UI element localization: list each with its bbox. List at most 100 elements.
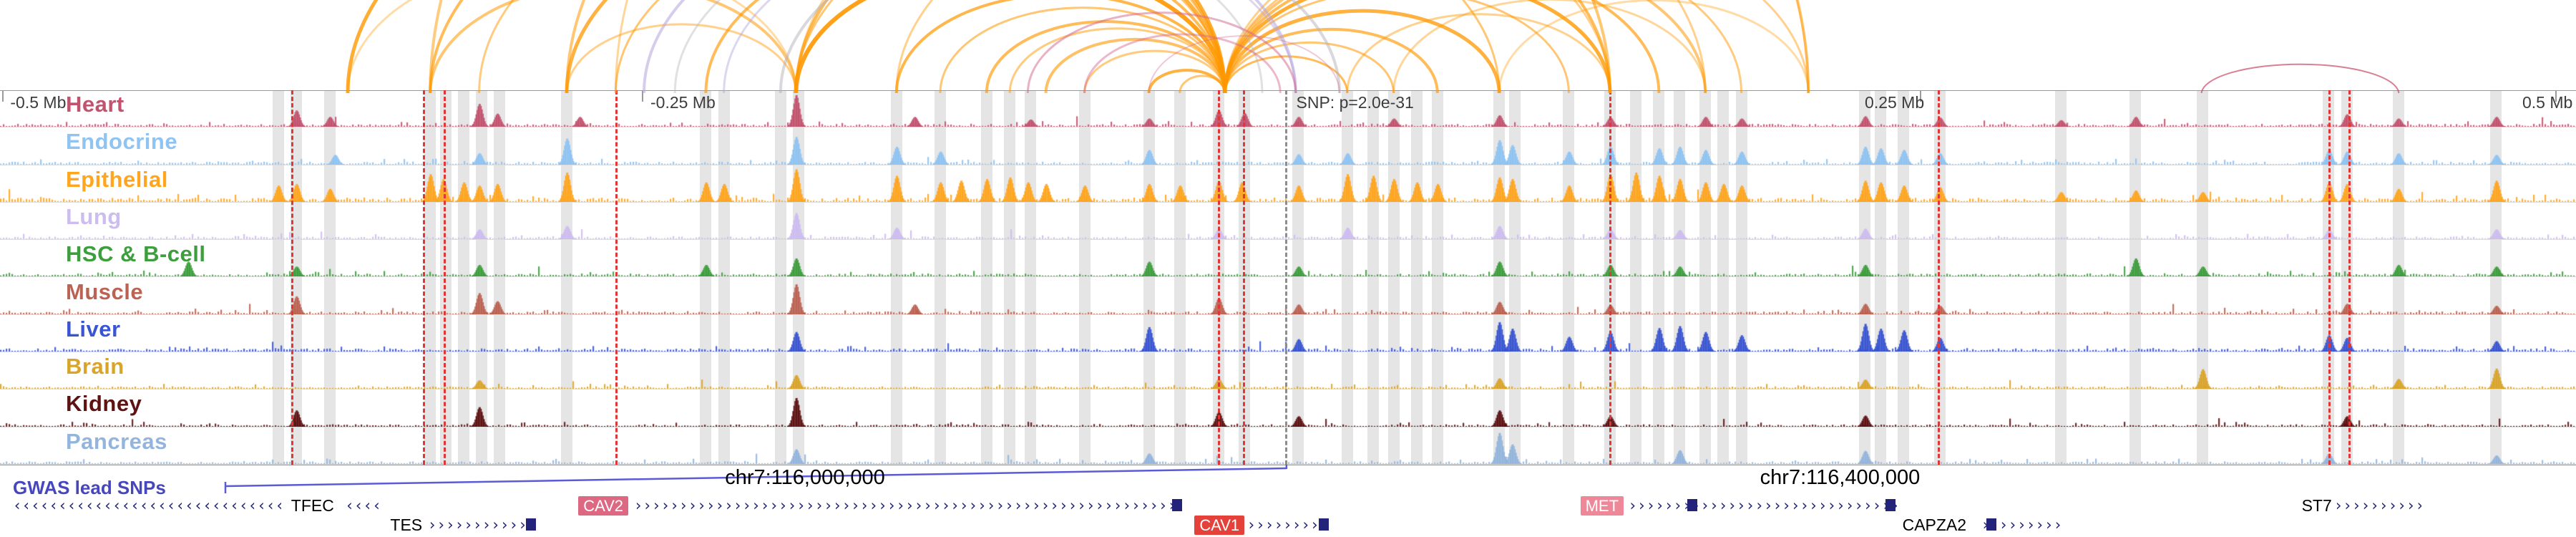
gene-label-capza2[interactable]: CAPZA2 [1902, 516, 1967, 534]
track-label[interactable]: Brain [66, 354, 125, 379]
gene-label-met[interactable]: MET [1580, 496, 1624, 516]
interaction-arc[interactable] [673, 0, 1264, 93]
interaction-arc[interactable] [614, 0, 1226, 93]
interaction-arc[interactable] [779, 0, 1341, 93]
gene-label-tfec[interactable]: TFEC [291, 496, 334, 515]
interaction-arc[interactable] [565, 0, 1227, 93]
interaction-arc[interactable] [1148, 35, 1340, 93]
track-signal-canvas[interactable] [0, 90, 2576, 127]
track-row-epithelial: Epithelial [0, 165, 2576, 203]
interaction-arc[interactable] [565, 23, 797, 93]
track-label[interactable]: Muscle [66, 279, 144, 304]
ruler-tick [1920, 90, 1922, 102]
gene-strand-line-cav2: ››››››››››››››››››››››››››››››››››››››››… [633, 497, 1178, 514]
interaction-arc[interactable] [1026, 11, 1297, 93]
track-label[interactable]: Kidney [66, 391, 142, 417]
interaction-arc[interactable] [1083, 49, 1226, 93]
interaction-arc[interactable] [1083, 33, 1282, 93]
interaction-arc[interactable] [985, 20, 1226, 93]
region-boundary-line [2328, 90, 2331, 465]
track-signal-canvas[interactable] [0, 352, 2576, 390]
interaction-arc[interactable] [704, 0, 1226, 93]
coordinate-label: chr7:116,400,000 [1760, 466, 1921, 489]
gene-exon [1319, 518, 1330, 531]
track-signal-canvas[interactable] [0, 127, 2576, 165]
gene-exon [1172, 499, 1183, 511]
interaction-arc[interactable] [1224, 55, 1349, 93]
track-signal-canvas[interactable] [0, 203, 2576, 240]
gene-strand-line-tfec: ‹‹‹‹‹‹‹‹‹‹‹‹‹‹‹‹‹‹‹‹‹‹‹‹‹‹‹‹‹‹‹‹‹ [13, 497, 286, 514]
interaction-arc[interactable] [1498, 0, 1810, 93]
interaction-arcs-panel[interactable] [0, 0, 2576, 93]
track-signal-canvas[interactable] [0, 390, 2576, 427]
interaction-arc[interactable] [429, 0, 1226, 93]
track-row-lung: Lung [0, 203, 2576, 241]
interaction-arc[interactable] [894, 0, 1226, 93]
interaction-arc[interactable] [1224, 41, 1395, 93]
track-label[interactable]: Heart [66, 92, 125, 117]
interaction-arc[interactable] [939, 6, 1226, 93]
interaction-arc[interactable] [346, 0, 797, 93]
snp-callout-line [224, 465, 1288, 493]
gene-strand-line-tfec: ‹‹‹‹‹‹‹ [345, 497, 384, 514]
track-label[interactable]: Liver [66, 316, 121, 342]
track-signal-canvas[interactable] [0, 165, 2576, 202]
region-boundary-line [443, 90, 446, 465]
snp-position-line [1285, 90, 1288, 465]
track-row-endocrine: Endocrine [0, 127, 2576, 165]
interaction-arc[interactable] [794, 0, 1227, 93]
region-boundary-line [2348, 90, 2351, 465]
gene-exon [525, 518, 536, 531]
track-signal-canvas[interactable] [0, 277, 2576, 314]
interaction-arc[interactable] [1223, 9, 1501, 93]
track-row-muscle: Muscle [0, 277, 2576, 315]
track-label[interactable]: HSC & B-cell [66, 241, 206, 267]
interaction-arc[interactable] [1223, 27, 1439, 93]
track-signal-canvas[interactable] [0, 240, 2576, 277]
interaction-arc[interactable] [1224, 0, 1570, 93]
interaction-arc[interactable] [1044, 37, 1226, 93]
gene-strand-line-cav1: ››››››››››› [1246, 516, 1324, 533]
gwas-lead-snps-label[interactable]: GWAS lead SNPs [13, 477, 166, 498]
gene-label-cav2[interactable]: CAV2 [578, 496, 629, 516]
track-row-pancreas: Pancreas [0, 427, 2576, 465]
track-signal-canvas[interactable] [0, 315, 2576, 352]
interaction-arc[interactable] [1346, 13, 1611, 93]
track-row-liver: Liver [0, 315, 2576, 353]
region-boundary-line [1937, 90, 1940, 465]
track-label[interactable]: Epithelial [66, 166, 168, 192]
interaction-arc[interactable] [478, 0, 1226, 93]
interaction-arc[interactable] [1223, 0, 1707, 93]
interaction-arc[interactable] [2200, 63, 2400, 93]
interaction-arc[interactable] [1224, 0, 1810, 93]
track-label[interactable]: Pancreas [66, 428, 167, 454]
track-row-hsc-b-cell: HSC & B-cell [0, 240, 2576, 278]
gene-exon [1687, 499, 1698, 511]
ruler-label: SNP: p=2.0e-31 [1296, 93, 1414, 112]
ruler-label: 0.5 Mb [2522, 93, 2573, 112]
interaction-arc[interactable] [1179, 74, 1226, 93]
gene-label-cav1[interactable]: CAV1 [1194, 516, 1245, 535]
interaction-arc[interactable] [895, 0, 1611, 93]
gene-label-st7[interactable]: ST7 [2301, 496, 2332, 515]
interaction-arc[interactable] [1223, 0, 1661, 93]
ruler-tick [641, 90, 643, 102]
interaction-arc[interactable] [429, 0, 798, 93]
region-boundary-line [1218, 90, 1221, 465]
ruler-tick [2555, 90, 2557, 102]
track-row-heart: Heart [0, 90, 2576, 128]
ruler-tick [1, 90, 4, 102]
track-label[interactable]: Lung [66, 203, 122, 229]
interaction-arc[interactable] [723, 0, 1297, 93]
interaction-arc[interactable] [1224, 0, 1743, 93]
gene-annotation-panel: GWAS lead SNPs chr7:116,000,000 chr7:116,… [0, 465, 2576, 537]
ruler-label: -0.5 Mb [10, 93, 67, 112]
track-signal-canvas[interactable] [0, 427, 2576, 464]
interaction-arc[interactable] [1392, 0, 1707, 93]
gene-label-tes[interactable]: TES [390, 516, 423, 534]
interaction-arc[interactable] [1223, 0, 1612, 93]
interaction-arc[interactable] [1008, 27, 1226, 93]
track-label[interactable]: Endocrine [66, 129, 178, 155]
gene-strand-line-met: ›››››››››››››››››››››››››››››››› [1628, 497, 1899, 514]
